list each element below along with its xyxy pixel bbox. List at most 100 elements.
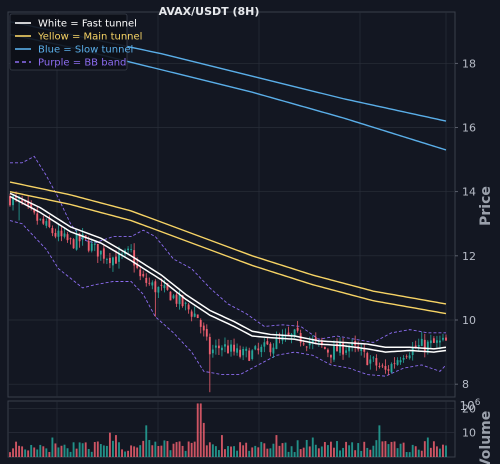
candle-body <box>224 344 226 347</box>
volume-bar <box>314 444 317 457</box>
candle-body <box>375 358 378 366</box>
volume-bar <box>90 451 93 457</box>
price-axis: 8 10 12 14 16 18 <box>455 57 476 391</box>
volume-bar <box>405 452 408 457</box>
volume-bar <box>112 440 114 457</box>
candle-body <box>90 243 93 251</box>
volume-bar <box>323 441 326 457</box>
volume-bar <box>160 445 163 457</box>
volume-bars <box>9 403 447 457</box>
candle-body <box>381 365 384 367</box>
candle-body <box>320 341 323 346</box>
candle-body <box>426 341 429 351</box>
candle-body <box>245 348 248 351</box>
price-tick-label: 14 <box>462 186 476 199</box>
volume-bar <box>251 447 254 457</box>
volume-bar <box>78 442 81 457</box>
volume-bar <box>130 445 133 457</box>
volume-bar <box>196 403 199 457</box>
volume-bar <box>181 445 184 457</box>
candle-body <box>336 343 338 352</box>
candle-body <box>293 329 296 337</box>
candle-body <box>227 345 229 354</box>
volume-bar <box>384 441 387 457</box>
candle-body <box>169 291 172 301</box>
volume-bar <box>293 452 296 457</box>
volume-bar <box>202 422 205 457</box>
candle-body <box>317 341 320 343</box>
volume-bar <box>36 449 39 457</box>
volume-bar <box>278 445 281 457</box>
candle-body <box>175 294 178 304</box>
volume-bar <box>187 441 190 457</box>
candle-body <box>396 360 399 365</box>
volume-bar <box>305 439 308 457</box>
candle-body <box>305 346 308 348</box>
volume-bar <box>360 450 363 457</box>
candle-body <box>108 257 111 264</box>
candle-body <box>54 232 57 237</box>
candle-body <box>402 357 405 360</box>
main-tunnel <box>9 181 447 315</box>
volume-bar <box>227 446 229 457</box>
volume-bar <box>166 441 169 457</box>
candle-body <box>154 281 157 293</box>
volume-bar <box>333 447 335 457</box>
candle-body <box>115 256 117 264</box>
candle-body <box>157 286 160 293</box>
volume-bar <box>442 444 444 457</box>
legend: White = Fast tunnel Yellow = Main tunnel… <box>9 13 142 71</box>
volume-bar <box>330 441 332 457</box>
candle-body <box>333 345 335 360</box>
volume-bar <box>275 435 278 457</box>
volume-bar <box>163 440 166 457</box>
volume-bar <box>445 445 447 457</box>
volume-bar <box>339 450 341 457</box>
candle-body <box>163 285 166 289</box>
candle-body <box>99 250 102 255</box>
candle-body <box>142 274 145 277</box>
candle-body <box>266 341 269 345</box>
candle-body <box>269 343 272 353</box>
candle-body <box>48 219 51 227</box>
candle-body <box>121 253 123 255</box>
volume-bar <box>33 447 36 457</box>
volume-bar <box>426 437 429 457</box>
volume-bar <box>102 445 105 457</box>
volume-bar <box>432 441 435 457</box>
candle-body <box>429 340 432 344</box>
legend-label-slow: Blue = Slow tunnel <box>38 45 133 56</box>
candle-body <box>9 196 11 206</box>
volume-bar <box>429 447 432 457</box>
candle-body <box>360 348 363 351</box>
volume-bar <box>342 447 344 457</box>
candle-body <box>193 313 196 317</box>
candle-body <box>345 350 348 353</box>
volume-bar <box>351 442 354 457</box>
volume-bar <box>15 441 17 457</box>
candle-body <box>378 366 381 367</box>
volume-bar <box>260 441 263 457</box>
candle-body <box>272 347 275 354</box>
bb-lower <box>9 220 447 377</box>
volume-bar <box>439 448 441 457</box>
volume-exponent-base: 10 <box>459 399 474 413</box>
volume-bar <box>326 445 329 457</box>
candle-body <box>214 345 217 348</box>
candle-body <box>308 341 311 346</box>
candle-body <box>233 344 235 352</box>
price-tick-label: 8 <box>462 378 469 391</box>
volume-bar <box>245 442 248 457</box>
candle-body <box>408 355 411 359</box>
volume-bar <box>254 445 257 457</box>
candle-body <box>366 353 369 366</box>
volume-bar <box>136 447 139 457</box>
candle-body <box>127 248 130 251</box>
candle-body <box>51 228 54 234</box>
volume-bar <box>272 443 275 457</box>
volume-bar <box>221 435 223 457</box>
volume-bar <box>205 445 208 457</box>
price-axis-title: Price <box>478 186 494 226</box>
volume-bar <box>224 449 226 457</box>
